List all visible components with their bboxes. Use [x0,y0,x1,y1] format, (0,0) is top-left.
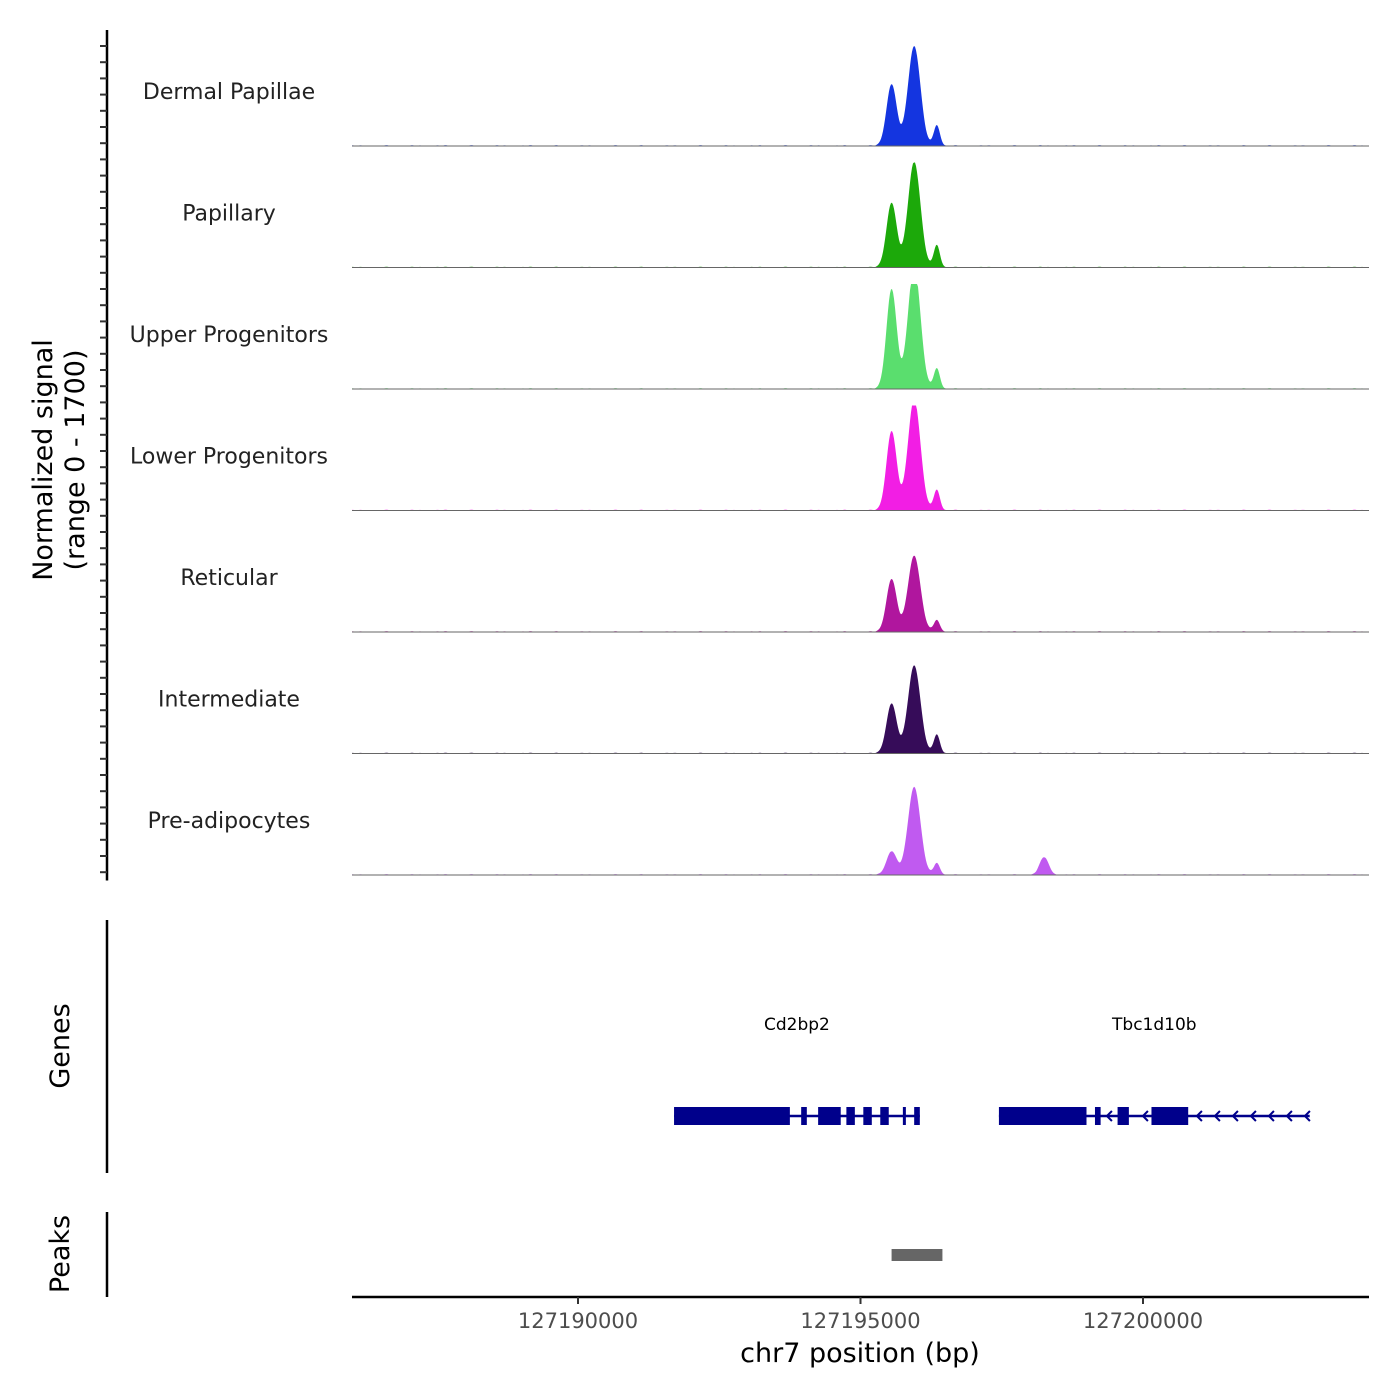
gene-exon [818,1107,841,1125]
peak-region [891,1249,943,1261]
gene-exon [902,1107,906,1125]
gene-exon [863,1107,872,1125]
signal-area [352,284,1369,389]
track-label: Dermal Papillae [143,80,315,105]
gene-exon [1094,1107,1101,1125]
track-upper-progenitors: Upper Progenitors [130,284,1369,390]
gene-exon [1117,1107,1129,1125]
strand-arrow [1141,1110,1149,1122]
track-lower-progenitors: Lower Progenitors [130,405,1369,511]
signal-area [352,786,1369,875]
track-pre-adipocytes: Pre-adipocytes [148,786,1369,876]
gene-exon [801,1107,807,1125]
signal-area [352,46,1369,146]
gene-label: Cd2bp2 [764,1015,830,1035]
y-axis-title: Normalized signal [28,339,59,581]
gene-exon [846,1107,855,1125]
strand-arrow [1231,1110,1239,1122]
gene-exon [914,1107,920,1125]
strand-arrow [1105,1110,1113,1122]
track-reticular: Reticular [180,555,1369,633]
track-label: Lower Progenitors [130,445,328,470]
strand-arrow [1285,1110,1293,1122]
signal-area [352,162,1369,268]
track-papillary: Papillary [182,162,1369,268]
track-label: Pre-adipocytes [148,809,311,834]
gene-tbc1d10b: Tbc1d10b [998,1015,1311,1125]
signal-area [352,555,1369,632]
strand-arrow [1267,1110,1275,1122]
signal-area [352,405,1369,511]
gene-cd2bp2: Cd2bp2 [674,1015,920,1125]
y-axis-range-label: (range 0 - 1700) [60,350,91,571]
peaks-track [891,1249,943,1261]
track-dermal-papillae: Dermal Papillae [143,46,1369,147]
track-intermediate: Intermediate [158,665,1369,754]
track-label: Upper Progenitors [130,323,329,348]
signal-y-axis [100,30,109,881]
strand-arrow [1303,1110,1311,1122]
x-tick-label: 127195000 [800,1309,920,1333]
track-label: Intermediate [158,688,300,713]
signal-area [352,665,1369,754]
strand-arrow [1213,1110,1221,1122]
coverage-tracks: Dermal Papillae Papillary Upper Progenitor… [130,46,1369,876]
strand-arrow [1249,1110,1257,1122]
track-label: Reticular [180,566,278,591]
x-axis-title: chr7 position (bp) [740,1338,980,1369]
gene-exon [998,1107,1087,1125]
gene-exon [1151,1107,1189,1125]
x-axis-ticks: 127190000 127195000 127200000 [518,1297,1203,1333]
peaks-track-title: Peaks [45,1215,76,1293]
genes-track-title: Genes [45,1003,76,1088]
x-tick-label: 127190000 [518,1309,638,1333]
gene-label: Tbc1d10b [1111,1015,1197,1035]
gene-annotation-track: Cd2bp2 Tbc1d10b [674,1015,1311,1125]
strand-arrow [1195,1110,1203,1122]
track-label: Papillary [182,202,276,227]
gene-exon [880,1107,889,1125]
x-tick-label: 127200000 [1083,1309,1203,1333]
gene-exon [674,1107,790,1125]
